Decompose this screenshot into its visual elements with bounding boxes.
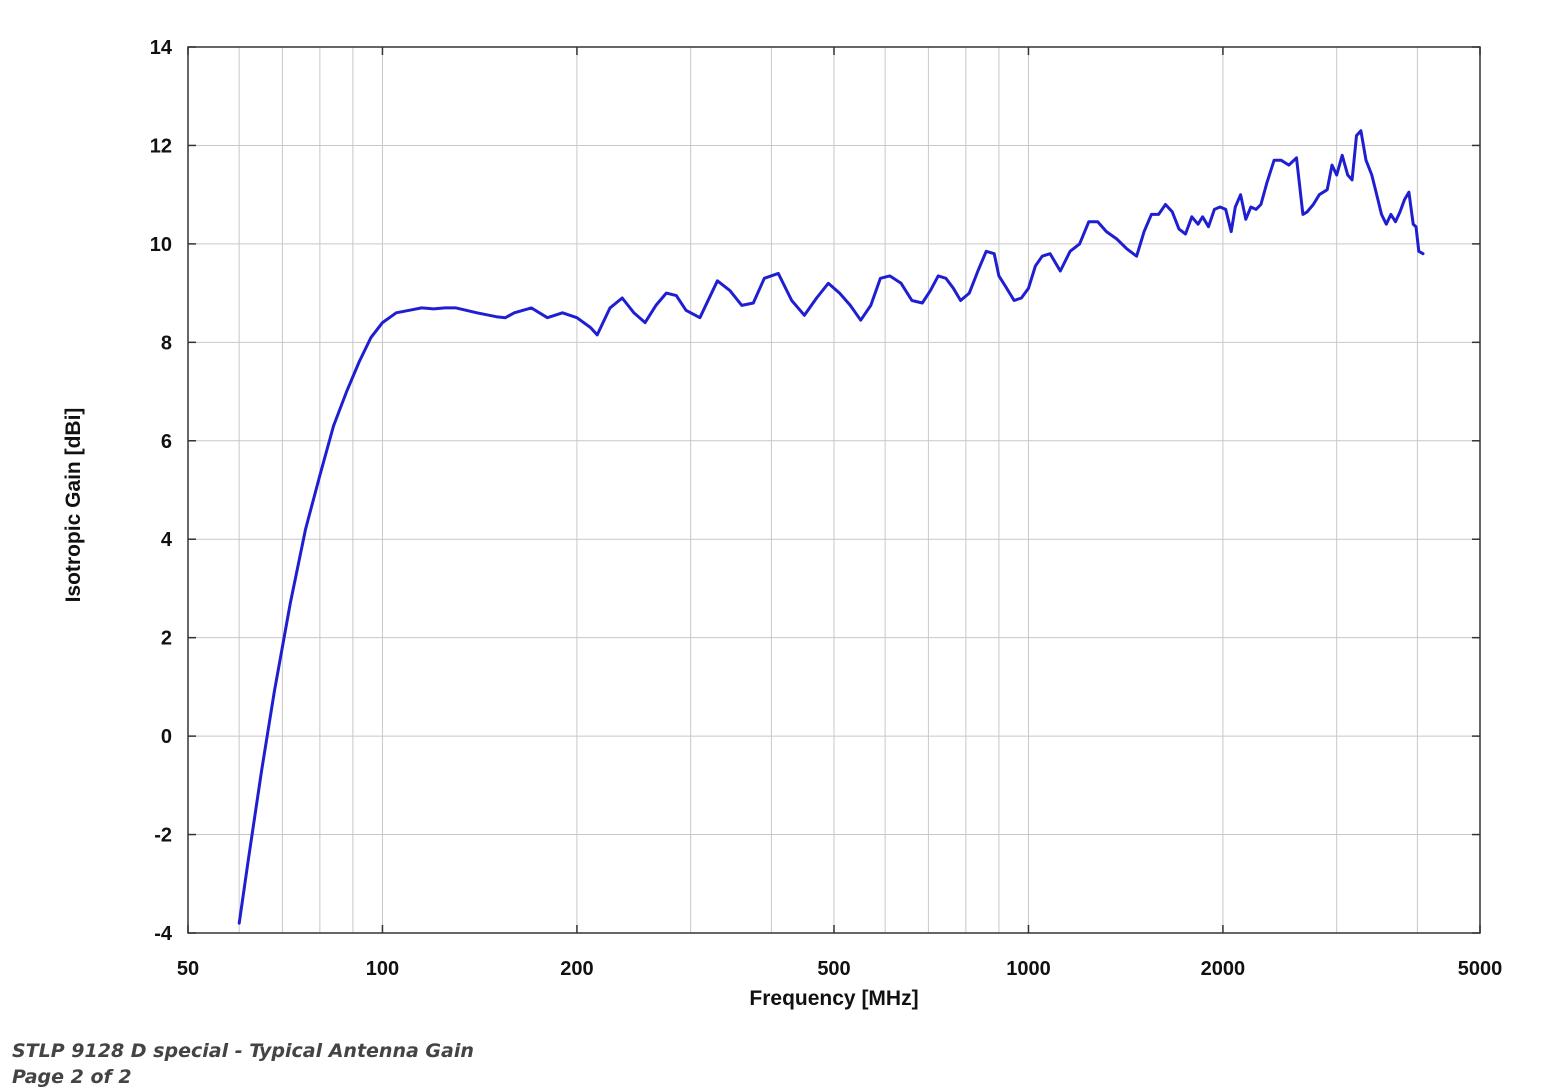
series-line-gain [237,129,1425,925]
grid [188,47,1480,933]
y-tick-label: 8 [161,332,172,354]
gain-chart: 50 100 200 500 1000 2000 5000 -4 -2 0 2 4 6 8 10 12 14 F… [62,37,1503,1010]
y-tick-label: 14 [150,37,173,59]
y-axis-label: Isotropic Gain [dBi] [62,408,85,603]
y-tick-label: -2 [154,825,172,847]
y-tick-label: 0 [161,726,172,748]
x-tick-label: 5000 [1458,958,1503,980]
y-tick-label: -4 [154,923,173,945]
y-tick-label: 12 [150,135,172,157]
ticks: 50 100 200 500 1000 2000 5000 -4 -2 0 2 4 6 8 10 12 14 [150,37,1503,980]
y-tick-label: 4 [161,529,173,551]
x-tick-label: 100 [366,958,399,980]
x-tick-label: 50 [177,958,199,980]
x-tick-label: 200 [560,958,593,980]
x-tick-label: 1000 [1006,958,1051,980]
y-tick-label: 10 [150,234,172,256]
y-tick-label: 2 [161,628,172,650]
x-tick-label: 2000 [1201,958,1246,980]
x-axis-label: Frequency [MHz] [749,987,918,1010]
x-tick-label: 500 [817,958,850,980]
y-tick-label: 6 [161,431,172,453]
page-number: Page 2 of 2 [12,1066,132,1088]
figure-caption: STLP 9128 D special - Typical Antenna Ga… [12,1040,474,1062]
